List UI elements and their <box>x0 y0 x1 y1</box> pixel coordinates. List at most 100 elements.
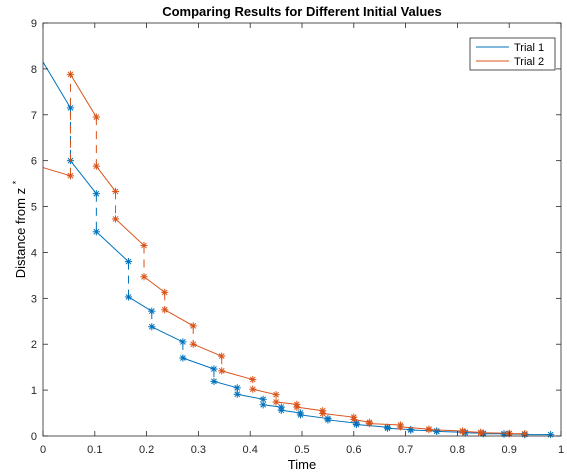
data-point-marker <box>458 427 467 436</box>
series-line-segment <box>327 419 357 424</box>
series-line-segment <box>128 296 153 312</box>
series-line-segment <box>400 426 429 430</box>
data-point-marker <box>425 425 433 434</box>
data-point-marker <box>124 258 133 266</box>
series-line-segment <box>193 343 222 357</box>
data-point-marker <box>66 70 75 78</box>
series-line-segment <box>387 427 411 431</box>
data-point-marker <box>179 354 187 362</box>
data-point-marker <box>396 423 405 431</box>
data-point-marker <box>66 172 75 180</box>
x-tick-label: 0.2 <box>139 444 154 456</box>
y-tick-label: 8 <box>31 64 37 76</box>
series-line-segment <box>70 74 97 118</box>
data-point-marker <box>233 390 241 398</box>
x-tick-label: 0.4 <box>243 444 258 456</box>
y-tick-label: 9 <box>31 18 37 30</box>
y-tick-label: 3 <box>31 293 37 305</box>
data-point-marker <box>319 409 327 418</box>
data-point-marker <box>111 187 120 196</box>
data-point-marker <box>293 403 301 411</box>
data-point-marker <box>92 228 100 236</box>
series-line-segment <box>42 167 71 177</box>
data-point-marker <box>210 377 218 385</box>
x-tick-label: 0.9 <box>502 444 517 456</box>
x-tick-label: 0.3 <box>191 444 206 456</box>
x-tick-label: 0.7 <box>398 444 413 456</box>
y-axis-label: Distance from z <box>13 188 28 278</box>
series-line-segment <box>252 388 277 396</box>
data-point-marker <box>92 190 100 198</box>
y-axis-label-group: Distance from z * <box>11 180 28 278</box>
data-point-marker <box>161 288 169 296</box>
series-line-segment <box>42 61 71 109</box>
x-axis-label: Time <box>288 457 316 472</box>
series-layer <box>42 61 555 439</box>
data-point-marker <box>92 113 100 121</box>
series-line-segment <box>151 326 184 343</box>
series-line-segment <box>322 413 354 418</box>
data-point-marker <box>259 401 267 409</box>
series-line-segment <box>369 423 401 426</box>
data-point-marker <box>210 365 218 373</box>
data-point-marker <box>148 307 156 315</box>
chart-title: Comparing Results for Different Initial … <box>162 4 442 19</box>
y-axis-label-superscript: * <box>11 180 21 184</box>
data-point-marker <box>218 352 226 360</box>
series-line-segment <box>95 165 116 192</box>
data-point-marker <box>547 431 555 439</box>
x-tick-label: 0 <box>40 444 46 456</box>
data-point-marker <box>140 273 148 281</box>
data-point-marker <box>233 384 241 392</box>
data-point-marker <box>249 375 257 384</box>
data-point-marker <box>477 429 485 437</box>
y-tick-label: 6 <box>31 156 37 168</box>
series-line-segment <box>164 309 194 327</box>
x-tick-label: 0.6 <box>346 444 361 456</box>
legend-label-trial-2: Trial 2 <box>514 56 544 68</box>
legend-label-trial-1: Trial 1 <box>514 42 544 54</box>
x-tick-label: 0.1 <box>87 444 102 456</box>
x-tick-label: 0.5 <box>294 444 309 456</box>
series-line-segment <box>213 380 238 389</box>
legend-box <box>469 37 556 71</box>
data-point-marker <box>249 385 257 393</box>
series-line-segment <box>237 393 264 400</box>
data-point-marker <box>383 424 392 432</box>
data-point-marker <box>179 338 187 346</box>
series-line-segment <box>182 357 215 370</box>
data-point-marker <box>161 306 169 314</box>
y-tick-label: 1 <box>31 385 37 397</box>
data-point-marker <box>277 406 285 414</box>
series-line-segment <box>428 429 463 432</box>
series-line-segment <box>221 370 253 381</box>
plot-area <box>43 23 561 436</box>
x-tick-label: 0.8 <box>450 444 465 456</box>
data-point-marker <box>272 398 280 406</box>
y-tick-label: 5 <box>31 202 37 214</box>
data-point-marker <box>218 367 226 375</box>
y-tick-label: 2 <box>31 339 37 351</box>
series-line-segment <box>143 276 166 293</box>
data-point-marker <box>189 322 197 330</box>
data-point-marker <box>66 104 75 112</box>
series-line-segment <box>115 218 145 246</box>
data-point-marker <box>352 420 360 429</box>
legend: Trial 1 Trial 2 <box>469 37 556 71</box>
data-point-marker <box>272 391 280 399</box>
y-tick-label: 0 <box>31 431 37 443</box>
series-line-segment <box>300 414 328 420</box>
series-line-segment <box>296 406 323 412</box>
data-point-marker <box>350 415 358 424</box>
y-tick-label: 4 <box>31 247 37 259</box>
x-tick-label: 1 <box>558 444 564 456</box>
data-point-marker <box>296 411 305 419</box>
plot-frame <box>42 22 562 437</box>
data-point-marker <box>189 340 197 348</box>
data-point-marker <box>365 420 373 428</box>
series-trial-2 <box>42 70 529 438</box>
y-tick-label: 7 <box>31 110 37 122</box>
data-point-marker <box>140 241 148 250</box>
data-point-marker <box>92 162 100 170</box>
